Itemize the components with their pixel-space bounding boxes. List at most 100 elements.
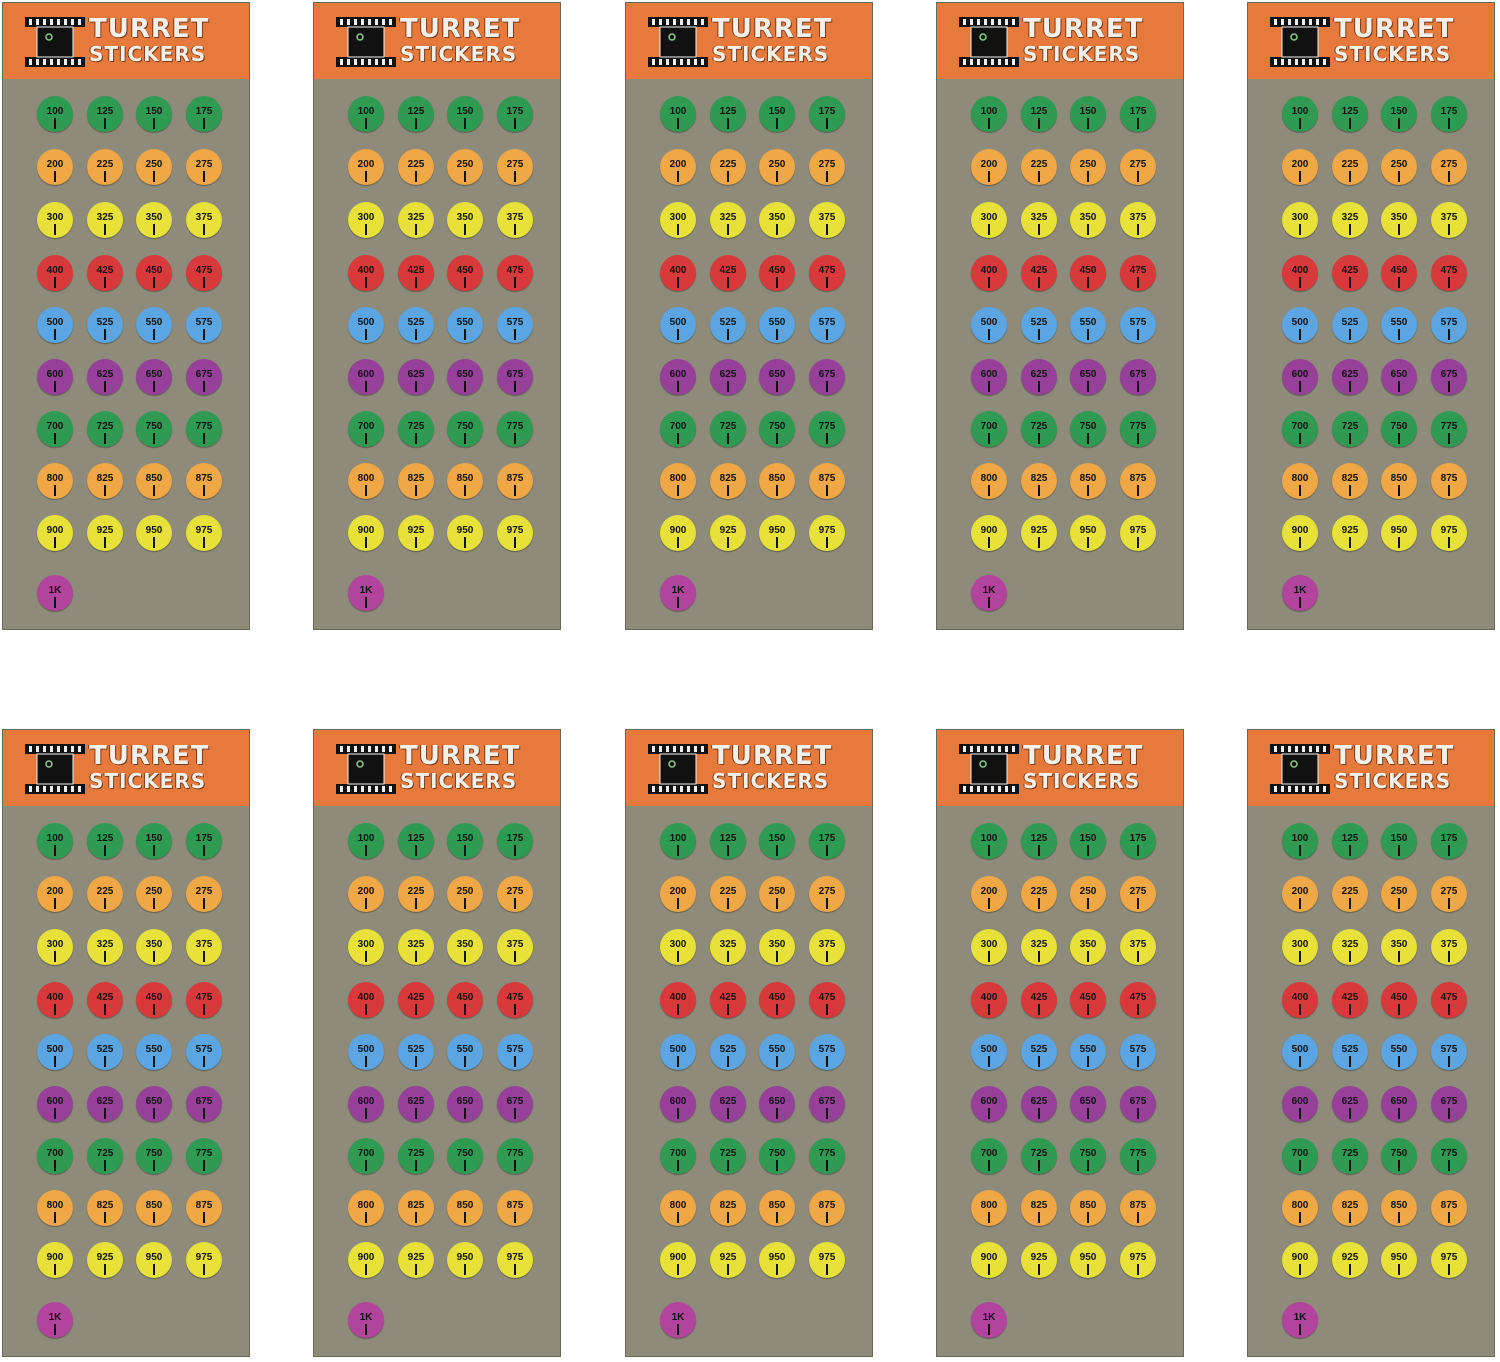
price-sticker: 500 xyxy=(1282,1034,1318,1070)
sticker-label: 175 xyxy=(1129,833,1147,844)
sticker-label: 1K xyxy=(671,1312,685,1323)
sticker-label: 100 xyxy=(357,106,375,117)
sticker-label: 550 xyxy=(1079,1044,1097,1055)
price-sticker: 275 xyxy=(497,876,533,912)
sticker-label: 300 xyxy=(357,939,375,950)
sticker-label: 900 xyxy=(357,525,375,536)
sheet-header: TURRET STICKERS xyxy=(314,730,560,806)
sticker-label: 100 xyxy=(980,106,998,117)
price-sticker: 325 xyxy=(398,929,434,965)
sticker-label: 675 xyxy=(506,369,524,380)
title-line-2: STICKERS xyxy=(712,42,830,66)
sticker-label: 750 xyxy=(145,421,163,432)
sticker-label: 700 xyxy=(669,1148,687,1159)
price-sticker: 175 xyxy=(1431,823,1467,859)
price-sticker: 600 xyxy=(971,359,1007,395)
sticker-label: 975 xyxy=(1129,1252,1147,1263)
price-sticker: 750 xyxy=(1381,1138,1417,1174)
sticker-label: 625 xyxy=(96,369,114,380)
price-sticker: 900 xyxy=(660,515,696,551)
sticker-label: 425 xyxy=(1030,992,1048,1003)
sticker-label: 675 xyxy=(818,369,836,380)
price-sticker: 175 xyxy=(497,823,533,859)
sticker-label: 200 xyxy=(1291,159,1309,170)
sticker-label: 975 xyxy=(818,525,836,536)
turret-logo-icon xyxy=(336,744,396,794)
sticker-label: 200 xyxy=(357,159,375,170)
sticker-label: 850 xyxy=(145,473,163,484)
price-sticker: 850 xyxy=(447,463,483,499)
price-sticker: 525 xyxy=(1021,1034,1057,1070)
price-sticker: 625 xyxy=(398,1086,434,1122)
price-sticker: 850 xyxy=(1070,1190,1106,1226)
sticker-label: 400 xyxy=(357,992,375,1003)
sticker-label: 400 xyxy=(46,992,64,1003)
price-sticker: 125 xyxy=(87,96,123,132)
sticker-label: 450 xyxy=(768,265,786,276)
sticker-label: 375 xyxy=(1440,212,1458,223)
price-sticker: 800 xyxy=(971,1190,1007,1226)
sticker-label: 200 xyxy=(669,886,687,897)
price-sticker: 875 xyxy=(809,1190,845,1226)
price-sticker: 575 xyxy=(186,1034,222,1070)
price-sticker: 1K xyxy=(348,1302,384,1338)
sticker-label: 375 xyxy=(195,212,213,223)
price-sticker: 100 xyxy=(37,823,73,859)
sticker-label: 250 xyxy=(1079,886,1097,897)
sticker-label: 850 xyxy=(456,473,474,484)
sticker-label: 150 xyxy=(1390,833,1408,844)
sticker-label: 325 xyxy=(407,939,425,950)
sticker-label: 625 xyxy=(407,369,425,380)
sticker-label: 100 xyxy=(669,106,687,117)
price-sticker: 125 xyxy=(87,823,123,859)
sticker-label: 175 xyxy=(818,833,836,844)
price-sticker: 375 xyxy=(497,202,533,238)
price-sticker: 400 xyxy=(1282,982,1318,1018)
price-sticker: 100 xyxy=(1282,823,1318,859)
sticker-label: 250 xyxy=(768,159,786,170)
title-line-2: STICKERS xyxy=(1023,769,1141,793)
price-sticker: 950 xyxy=(759,515,795,551)
sticker-sheet: TURRET STICKERS 100 125 150 175 200 225 250 275 3… xyxy=(1247,2,1495,630)
sticker-label: 775 xyxy=(506,421,524,432)
price-sticker: 275 xyxy=(1120,149,1156,185)
price-sticker: 950 xyxy=(136,1242,172,1278)
sticker-label: 500 xyxy=(980,317,998,328)
sticker-label: 600 xyxy=(980,369,998,380)
price-sticker: 525 xyxy=(87,1034,123,1070)
price-sticker: 650 xyxy=(759,359,795,395)
sticker-label: 475 xyxy=(506,265,524,276)
price-sticker: 425 xyxy=(398,982,434,1018)
sticker-label: 475 xyxy=(1129,265,1147,276)
sticker-label: 300 xyxy=(1291,939,1309,950)
price-sticker: 475 xyxy=(186,255,222,291)
sticker-label: 300 xyxy=(980,939,998,950)
price-sticker: 775 xyxy=(1120,411,1156,447)
price-sticker: 250 xyxy=(1381,876,1417,912)
sticker-label: 900 xyxy=(980,1252,998,1263)
sticker-sheet: TURRET STICKERS 100 125 150 175 200 225 250 275 3… xyxy=(625,2,873,630)
sticker-label: 275 xyxy=(1440,159,1458,170)
price-sticker: 850 xyxy=(136,463,172,499)
price-sticker: 375 xyxy=(1120,929,1156,965)
sticker-label: 325 xyxy=(1030,212,1048,223)
price-sticker: 775 xyxy=(497,1138,533,1174)
sticker-label: 950 xyxy=(1390,525,1408,536)
sticker-label: 850 xyxy=(768,1200,786,1211)
price-sticker: 300 xyxy=(37,202,73,238)
sticker-label: 300 xyxy=(46,939,64,950)
sticker-label: 650 xyxy=(145,1096,163,1107)
title-line-1: TURRET xyxy=(1334,14,1455,44)
price-sticker: 675 xyxy=(1431,1086,1467,1122)
price-sticker: 200 xyxy=(971,876,1007,912)
sticker-label: 275 xyxy=(1440,886,1458,897)
sticker-label: 625 xyxy=(719,1096,737,1107)
sticker-label: 100 xyxy=(46,106,64,117)
price-sticker: 300 xyxy=(37,929,73,965)
sticker-label: 475 xyxy=(1440,992,1458,1003)
sticker-label: 975 xyxy=(506,1252,524,1263)
sticker-label: 500 xyxy=(980,1044,998,1055)
sticker-label: 900 xyxy=(46,1252,64,1263)
price-sticker: 125 xyxy=(1332,823,1368,859)
price-sticker: 650 xyxy=(1070,359,1106,395)
